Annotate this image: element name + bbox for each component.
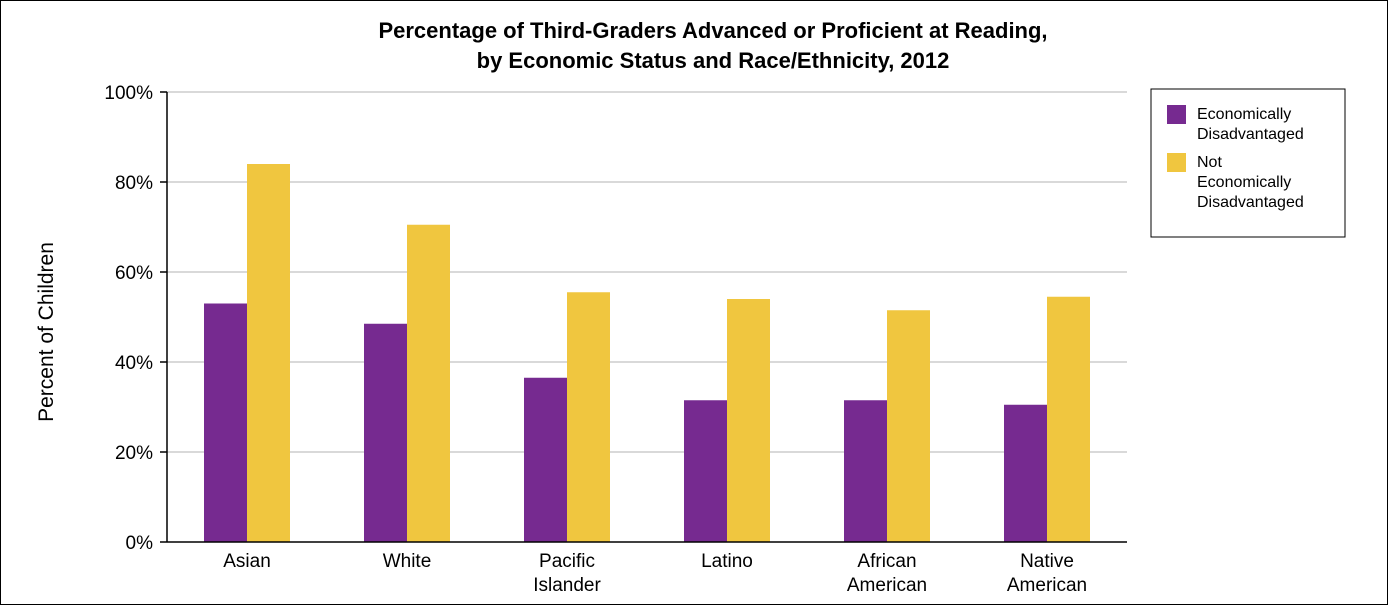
x-tick-label: African American	[847, 551, 927, 596]
x-tick-label: Pacific Islander	[533, 551, 601, 596]
axis-layer	[160, 91, 1127, 543]
y-tick-label: 40%	[115, 353, 153, 374]
y-tick-label: 0%	[126, 533, 154, 554]
bar	[684, 400, 727, 542]
x-tick-labels: Asian White Pacific Islander Latino African Am…	[223, 551, 1087, 596]
legend-label: Economically Disadvantaged	[1197, 106, 1304, 143]
legend-swatch	[1167, 153, 1186, 172]
bar	[1004, 404, 1047, 542]
bar	[1047, 296, 1090, 542]
bars-layer	[204, 164, 1090, 542]
y-tick-label: 100%	[104, 83, 153, 104]
bar	[844, 400, 887, 542]
bar	[364, 323, 407, 542]
x-tick-label: Native American	[1007, 551, 1087, 596]
bar	[524, 377, 567, 542]
chart-title: Percentage of Third-Graders Advanced or …	[378, 18, 1047, 43]
bar	[727, 299, 770, 542]
bar	[407, 224, 450, 542]
y-tick-label: 80%	[115, 173, 153, 194]
bar	[247, 164, 290, 542]
grid-layer	[167, 91, 1127, 453]
legend-swatch	[1167, 105, 1186, 124]
bar	[887, 310, 930, 542]
legend-label: Not Economically Disadvantaged	[1197, 154, 1304, 211]
chart-subtitle: by Economic Status and Race/Ethnicity, 2…	[477, 48, 950, 73]
y-tick-labels: 0% 20% 40% 60% 80% 100%	[104, 83, 153, 554]
bar	[204, 303, 247, 542]
y-tick-label: 60%	[115, 263, 153, 284]
x-tick-label: Asian	[223, 551, 271, 572]
x-tick-label: Latino	[701, 551, 753, 572]
x-tick-label: White	[383, 551, 432, 572]
bar	[567, 292, 610, 542]
legend: Economically Disadvantaged Not Economically…	[1150, 88, 1346, 238]
y-axis-label: Percent of Children	[35, 242, 58, 422]
y-tick-label: 20%	[115, 443, 153, 464]
